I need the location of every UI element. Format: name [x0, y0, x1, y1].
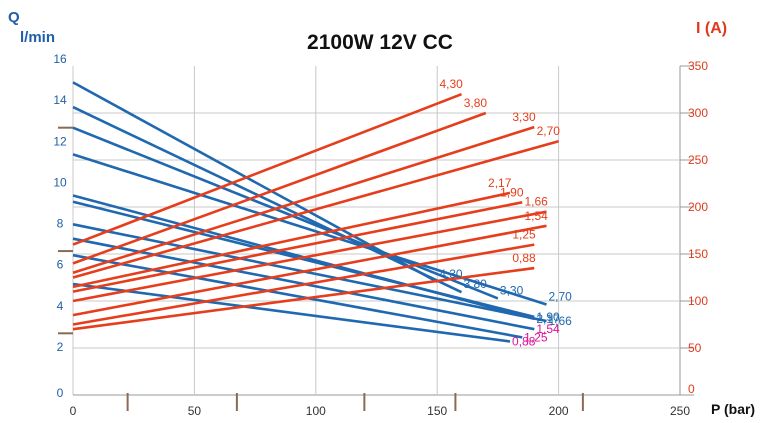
current-label-1-54: 1,54	[524, 209, 548, 223]
x-tick-label: 150	[427, 404, 447, 418]
flow-label-1-54: 1,54	[536, 322, 560, 336]
right-axis-label: I (A)	[696, 20, 727, 37]
flow-line-0-88	[72, 282, 511, 343]
current-label-2-17: 2,17	[488, 176, 512, 190]
x-tick-label: 100	[306, 404, 326, 418]
flow-line-3-30	[72, 126, 499, 300]
current-line-1-25	[72, 243, 535, 326]
left-tick-label: 0	[57, 386, 64, 400]
current-label-1-66: 1,66	[524, 195, 548, 209]
current-line-1-90	[72, 201, 523, 293]
x-tick-label: 250	[670, 404, 690, 418]
flow-label-0-88: 0,88	[512, 335, 536, 349]
current-line-2-70	[72, 139, 559, 279]
current-line-3-80	[72, 111, 487, 265]
flow-line-1-66	[72, 223, 547, 323]
left-tick-label: 16	[53, 52, 67, 66]
current-label-4-30: 4,30	[439, 77, 463, 91]
x-tick-label: 200	[549, 404, 569, 418]
flow-label-4-30: 4,30	[439, 267, 463, 281]
series-labels: 4,303,803,302,702,171,901,661,541,250,88…	[439, 77, 572, 348]
chart-title: 2100W 12V CC	[307, 31, 453, 54]
current-label-2-70: 2,70	[537, 124, 561, 138]
flow-label-3-30: 3,30	[500, 283, 524, 297]
current-line-1-54	[72, 224, 547, 317]
flow-label-2-17: 2,17	[536, 312, 560, 326]
left-tick-label: 10	[53, 175, 67, 189]
right-tick-label: 200	[688, 200, 708, 214]
current-line-0-88	[72, 266, 535, 331]
flow-label-3-80: 3,80	[463, 277, 487, 291]
right-tick-label: 100	[688, 294, 708, 308]
left-axis-symbol: Q	[8, 9, 20, 26]
left-tick-label: 8	[57, 217, 64, 231]
left-tick-label: 12	[53, 134, 67, 148]
current-label-1-25: 1,25	[512, 228, 536, 242]
x-axis-label: P (bar)	[711, 401, 755, 417]
right-tick-label: 300	[688, 106, 708, 120]
flow-line-1-90	[72, 200, 535, 319]
current-line-3-30	[72, 125, 535, 275]
right-tick-label: 50	[688, 341, 702, 355]
left-tick-label: 2	[57, 340, 64, 354]
current-label-1-90: 1,90	[500, 185, 524, 199]
flow-label-1-66: 1,66	[548, 314, 572, 328]
flow-line-2-70	[72, 153, 547, 306]
x-tick-label: 0	[70, 404, 77, 418]
left-tick-label: 4	[57, 299, 64, 313]
current-line-1-66	[72, 210, 547, 303]
right-tick-label: 0	[688, 382, 695, 396]
flow-lines	[72, 81, 547, 343]
right-tick-label: 350	[688, 59, 708, 73]
current-label-3-30: 3,30	[512, 110, 536, 124]
flow-label-2-70: 2,70	[548, 290, 572, 304]
flow-label-1-90: 1,90	[536, 310, 560, 324]
flow-line-1-25	[72, 253, 523, 339]
axis-ticks: 0 50 100 150 200 250 0 50 100 150 200 250 300 350 0 2 4 6…	[53, 52, 708, 418]
right-tick-label: 250	[688, 153, 708, 167]
current-line-4-30	[72, 92, 462, 246]
flow-label-1-25: 1,25	[524, 330, 548, 344]
current-label-3-80: 3,80	[464, 96, 488, 110]
left-tick-label: 6	[57, 258, 64, 272]
right-tick-label: 150	[688, 247, 708, 261]
left-tick-label: 14	[53, 93, 67, 107]
current-lines	[72, 92, 559, 331]
current-line-2-17	[72, 191, 511, 289]
x-tick-label: 50	[188, 404, 202, 418]
flow-line-3-80	[72, 105, 463, 294]
current-label-0-88: 0,88	[512, 251, 536, 265]
left-axis-unit: l/min	[20, 29, 55, 46]
